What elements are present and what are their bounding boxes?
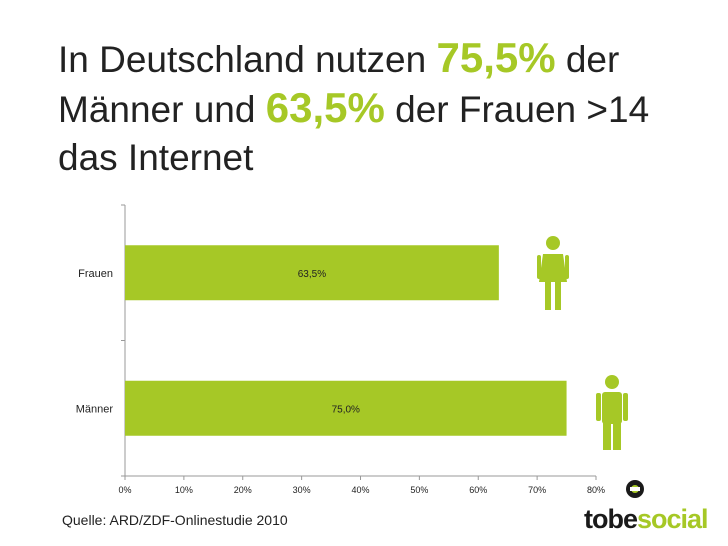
x-tick-label-80: 80% [587, 485, 605, 495]
slide-title: In Deutschland nutzen 75,5% der Männer u… [58, 34, 718, 182]
logo-text-social: social [637, 504, 709, 534]
bar-frauen [125, 245, 499, 301]
bar-männer [125, 380, 567, 436]
x-tick-label-60: 60% [469, 485, 487, 495]
data-label-männer: 75,0% [332, 404, 360, 415]
x-tick-label-0: 0% [118, 485, 131, 495]
x-tick-label-50: 50% [410, 485, 428, 495]
title-part-1: In Deutschland nutzen [58, 39, 437, 80]
x-tick-label-40: 40% [351, 485, 369, 495]
title-highlight-men: 75,5% [436, 34, 556, 81]
logo-text-tobe: tobe [584, 504, 638, 534]
x-tick-label-30: 30% [293, 485, 311, 495]
woman-icon [537, 236, 569, 310]
title-part-2: der Männer und [58, 39, 620, 130]
title-part-3: der Frauen >14 das Internet [58, 89, 650, 178]
category-label-männer: Männer [76, 403, 114, 415]
x-tick-label-70: 70% [528, 485, 546, 495]
man-icon [596, 375, 628, 450]
tobesocial-logo: tobesocial [584, 476, 724, 536]
title-highlight-women: 63,5% [265, 84, 385, 131]
data-label-frauen: 63,5% [298, 269, 326, 280]
x-tick-label-20: 20% [234, 485, 252, 495]
category-label-frauen: Frauen [78, 268, 113, 280]
source-note: Quelle: ARD/ZDF-Onlinestudie 2010 [62, 512, 288, 528]
x-tick-label-10: 10% [175, 485, 193, 495]
logo-mark-icon [626, 480, 644, 498]
